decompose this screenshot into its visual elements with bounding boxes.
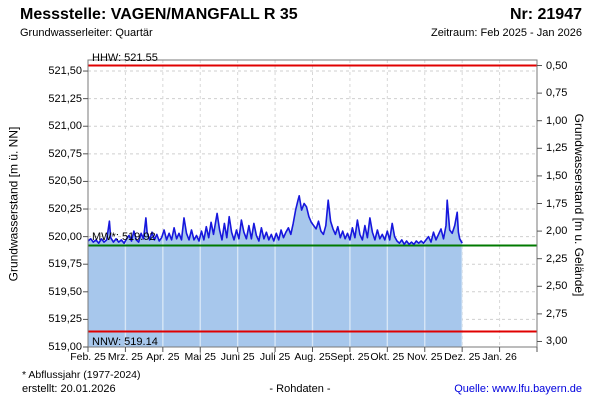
y-tick-left-label: 519,25 xyxy=(48,313,82,326)
x-tick-month-label: Jan. 26 xyxy=(482,351,517,363)
x-tick-month-label: Juni 25 xyxy=(220,351,255,363)
x-tick-month-label: Mrz. 25 xyxy=(107,351,143,363)
y-tick-left-label: 520,50 xyxy=(48,175,82,188)
y-axis-label-right: Grundwasserstand [m u. Gelände] xyxy=(572,113,586,297)
aquifer-label: Grundwasserleiter: Quartär xyxy=(20,27,153,39)
y-tick-right-label: 1,50 xyxy=(546,169,568,182)
y-tick-left-label: 520,75 xyxy=(48,147,82,160)
y-tick-right-label: 1,25 xyxy=(546,142,568,155)
y-tick-right-label: 2,00 xyxy=(546,225,568,238)
x-tick-month-label: Aug. 25 xyxy=(294,351,331,363)
y-tick-left-label: 521,50 xyxy=(48,65,82,78)
y-tick-right-label: 0,50 xyxy=(546,59,568,72)
station-number: Nr: 21947 xyxy=(509,6,582,23)
y-tick-left-label: 519,50 xyxy=(48,285,82,298)
y-tick-left-label: 520,25 xyxy=(48,203,82,216)
y-tick-left-label: 519,75 xyxy=(48,258,82,271)
period-label: Zeitraum: Feb 2025 - Jan 2026 xyxy=(430,27,582,39)
footnote-abflussjahr: * Abflussjahr (1977-2024) xyxy=(22,369,141,381)
source-prefix: Quelle: xyxy=(454,383,493,395)
refline-label-nnw: NNW: 519.14 xyxy=(92,335,158,348)
series-line xyxy=(87,195,463,246)
source-line: Quelle: www.lfu.bayern.de xyxy=(454,383,582,395)
created-date: erstellt: 20.01.2026 xyxy=(22,383,116,395)
y-tick-right-label: 2,25 xyxy=(546,252,568,265)
refline-label-mw: MW*: 519.92 xyxy=(92,231,156,244)
refline-label-hhw: HHW: 521.55 xyxy=(92,51,158,64)
page-title: Messstelle: VAGEN/MANGFALL R 35 xyxy=(20,6,298,23)
y-tick-right-label: 0,75 xyxy=(546,87,568,100)
x-tick-month-label: Sept. 25 xyxy=(330,351,370,363)
y-tick-right-label: 1,00 xyxy=(546,114,568,127)
y-tick-left-label: 519,00 xyxy=(48,341,82,353)
x-tick-month-label: Juli 25 xyxy=(259,351,291,363)
rohdaten-label: - Rohdaten - xyxy=(269,383,331,395)
x-tick-month-label: Okt. 25 xyxy=(370,351,405,363)
x-tick-month-label: Feb. 25 xyxy=(70,351,106,363)
x-tick-month-label: Nov. 25 xyxy=(407,351,443,363)
x-tick-month-label: Mai 25 xyxy=(184,351,216,363)
y-tick-right-label: 2,50 xyxy=(546,280,568,293)
x-tick-month-label: Apr. 25 xyxy=(146,351,180,363)
y-tick-right-label: 3,00 xyxy=(546,335,568,348)
y-tick-left-label: 521,00 xyxy=(48,120,82,133)
x-tick-month-label: Dez. 25 xyxy=(444,351,481,363)
y-tick-left-label: 521,25 xyxy=(48,92,82,105)
y-tick-left-label: 520,00 xyxy=(48,230,82,243)
source-link[interactable]: www.lfu.bayern.de xyxy=(492,383,582,395)
y-tick-right-label: 2,75 xyxy=(546,307,568,320)
y-tick-right-label: 1,75 xyxy=(546,197,568,210)
y-axis-label-left: Grundwasserstand [m ü. NN] xyxy=(6,126,21,282)
